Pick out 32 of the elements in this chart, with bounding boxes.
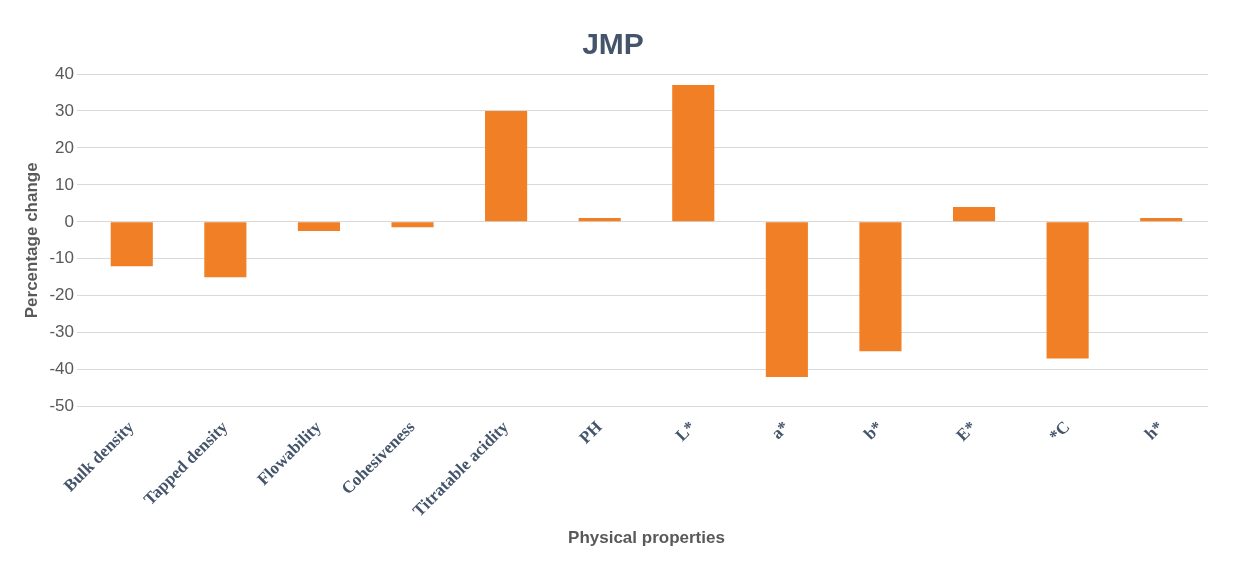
y-tick-label: -40 xyxy=(49,359,74,379)
y-tick-label: 10 xyxy=(55,174,74,194)
y-tick-label: -10 xyxy=(49,248,74,268)
bar xyxy=(110,222,153,267)
x-tick-label: L* xyxy=(671,417,700,445)
x-tick-label: E* xyxy=(952,417,980,445)
y-tick-label: 40 xyxy=(55,63,74,83)
x-tick-label: PH xyxy=(575,417,606,448)
x-axis-title: Physical properties xyxy=(568,528,725,548)
y-tick-label: 20 xyxy=(55,137,74,157)
bar xyxy=(859,222,902,352)
bar xyxy=(391,222,434,228)
x-tick-label: *C xyxy=(1045,417,1074,446)
y-tick-label: 30 xyxy=(55,100,74,120)
bar xyxy=(672,85,715,222)
y-tick-label: 0 xyxy=(64,211,74,231)
bar xyxy=(1140,218,1183,222)
x-tick-label: h* xyxy=(1141,417,1168,444)
chart-title: JMP xyxy=(582,27,644,61)
bar xyxy=(1046,222,1089,359)
y-tick-label: -20 xyxy=(49,285,74,305)
bar xyxy=(297,222,340,232)
y-tick-label: -30 xyxy=(49,322,74,342)
bar xyxy=(765,222,808,378)
x-tick-label: b* xyxy=(860,417,887,444)
y-tick-label: -50 xyxy=(49,396,74,416)
bar xyxy=(204,222,247,278)
y-axis-title: Percentage change xyxy=(21,162,41,319)
bar xyxy=(578,218,621,222)
bar xyxy=(485,110,528,222)
x-tick-label: a* xyxy=(767,417,793,443)
bar xyxy=(952,207,996,222)
